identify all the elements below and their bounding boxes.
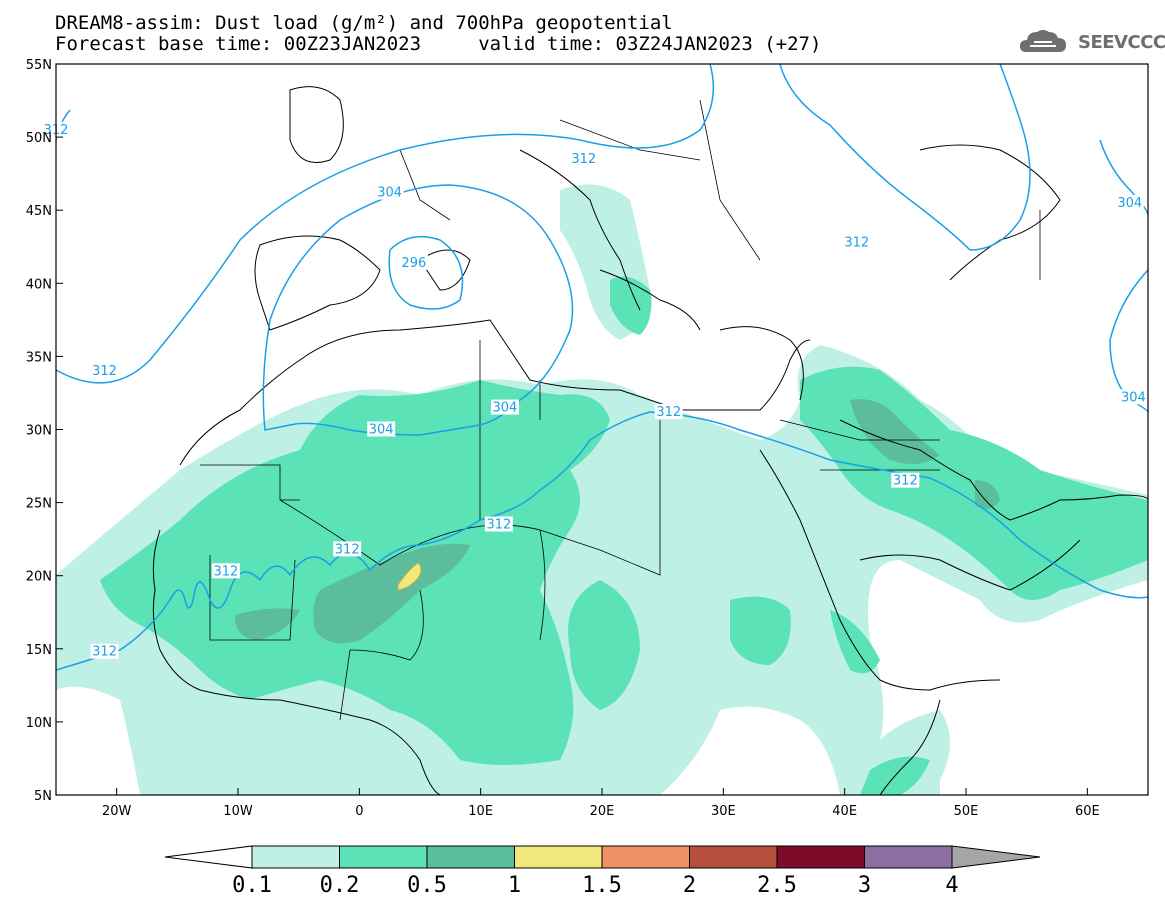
colorbar-label: 4 [945,873,959,898]
contour-label: 312 [90,363,119,379]
lat-tick-label: 25N [26,497,52,512]
contour-label: 312 [891,472,920,489]
map-title: DREAM8-assim: Dust load (g/m²) and 700hP… [55,12,673,34]
lon-tick-label: 30E [711,804,736,819]
contour-label: 304 [1119,389,1148,405]
svg-text:304: 304 [1121,390,1146,405]
lat-tick-label: 15N [26,643,52,658]
colorbar-label: 0.1 [232,873,272,898]
colorbar-bin [601,845,690,869]
colorbar-bin [776,845,865,869]
contour-label: 312 [211,563,240,579]
colorbar-label: 1 [507,873,522,898]
lon-tick-label: 50E [954,804,979,819]
lon-tick-label: 10E [468,804,493,819]
colorbar-label: 3 [857,873,872,898]
svg-text:312: 312 [571,152,596,167]
lon-tick-label: 60E [1075,804,1100,819]
contour-label: 296 [399,254,428,271]
country-borders [200,99,1041,721]
colorbar-label: 0.2 [319,873,360,898]
svg-text:304: 304 [369,423,394,438]
lat-tick-label: 30N [26,424,52,439]
latitude-axis: 55N 50N 45N 40N 35N 30N 25N 20N 15N 10N 5N [26,58,63,804]
contour-label: 304 [367,421,396,438]
colorbar-bin [864,845,953,869]
contour-label: 304 [375,184,404,201]
lat-tick-label: 55N [26,58,52,73]
lat-tick-label: 35N [26,350,52,365]
dust-level-high [235,399,1000,644]
lat-tick-label: 50N [26,131,52,146]
svg-text:312: 312 [656,405,681,420]
svg-text:312: 312 [92,364,117,379]
svg-text:304: 304 [377,186,402,201]
colorbar-bin [426,845,515,869]
contour-label: 312 [654,403,683,420]
svg-text:312: 312 [92,645,117,660]
svg-text:312: 312 [486,518,511,533]
contour-labels: 312 312 304 296 312 304 312 304 304 312 304 312 312 3… [42,121,1148,660]
svg-text:312: 312 [844,235,869,250]
colorbar-label: 0.5 [407,873,447,898]
colorbar-bin [514,845,603,869]
cloud-logo-icon [1020,30,1066,52]
forecast-time-subtitle: Forecast base time: 00Z23JAN2023 valid t… [55,33,822,55]
contour-label: 312 [333,541,362,557]
svg-text:304: 304 [493,401,518,416]
lat-tick-label: 40N [26,277,52,292]
colorbar-bin [689,845,778,869]
coastlines [152,86,1148,795]
lon-tick-label: 10W [223,804,253,819]
colorbar-under-arrow [164,845,253,869]
lat-tick-label: 10N [26,716,52,731]
contour-label: 312 [569,151,598,167]
colorbar-bin [251,845,340,869]
svg-text:304: 304 [1117,196,1142,211]
colorbar-over-arrow [951,845,1041,869]
svg-text:312: 312 [893,474,918,489]
lat-tick-label: 20N [26,570,52,585]
contour-label: 304 [490,399,519,416]
lon-tick-label: 40E [832,804,857,819]
lon-tick-label: 20W [102,804,132,819]
colorbar-label: 2.5 [757,873,797,898]
contour-label: 304 [1115,194,1144,211]
svg-text:296: 296 [402,256,427,271]
lat-tick-label: 5N [34,789,52,804]
dust-level-peak [397,562,422,591]
lat-tick-label: 45N [26,204,52,219]
contour-label: 312 [484,516,513,533]
logo-text: SEEVCCC [1078,32,1165,53]
contour-label: 312 [842,234,871,250]
colorbar-label: 2 [682,873,697,898]
colorbar-label: 1.5 [582,873,622,898]
contour-label: 312 [90,643,119,660]
longitude-axis: 20W 10W 0 10E 20E 30E 40E 50E 60E [102,788,1100,819]
colorbar-bin [339,845,428,869]
colorbar [164,845,1041,869]
lon-tick-label: 20E [590,804,615,819]
lon-tick-label: 0 [355,804,363,819]
svg-text:312: 312 [213,564,238,579]
geopotential-contours [56,64,1148,671]
svg-text:312: 312 [335,542,360,557]
